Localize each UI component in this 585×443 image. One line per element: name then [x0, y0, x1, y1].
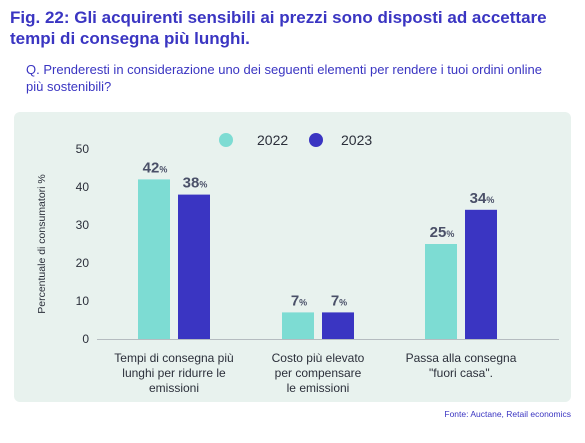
bar-chart: 2022 2023 0 10 20 30 40 50 Percentuale di consum…: [36, 132, 559, 395]
value-label-2022-1: 42%: [143, 159, 168, 176]
value-label-2023-2: 7%: [331, 292, 347, 309]
figure-title: Fig. 22: Gli acquirenti sensibili ai pre…: [10, 8, 547, 48]
bar-2022-1: [138, 179, 170, 339]
value-label-2022-2: 7%: [291, 292, 307, 309]
bar-2022-2: [282, 312, 314, 339]
category-label-2: Costo più elevato: [272, 351, 365, 365]
y-tick-label: 0: [82, 332, 89, 346]
bar-2023-3: [465, 209, 497, 339]
source-note: Fonte: Auctane, Retail economics: [444, 409, 571, 419]
category-label-2: le emissioni: [287, 381, 350, 395]
category-label-1: lunghi per ridurre le: [122, 366, 226, 380]
bar-2023-2: [322, 312, 354, 339]
bar-2023-1: [178, 194, 210, 339]
y-tick-label: 20: [76, 256, 90, 270]
category-label-3: Passa alla consegna: [406, 351, 517, 365]
y-tick-label: 30: [76, 218, 90, 232]
value-label-2023-1: 38%: [183, 175, 208, 192]
category-label-2: per compensare: [275, 366, 362, 380]
legend-swatch-2023: [309, 133, 323, 147]
value-label-2023-3: 34%: [470, 190, 495, 207]
y-tick-label: 10: [76, 294, 90, 308]
y-axis-title: Percentuale di consumatori %: [36, 174, 48, 314]
y-tick-label: 40: [76, 180, 90, 194]
value-label-2022-3: 25%: [430, 224, 455, 241]
legend-label-2023: 2023: [341, 132, 372, 148]
legend-label-2022: 2022: [257, 132, 288, 148]
legend-swatch-2022: [219, 133, 233, 147]
y-tick-label: 50: [76, 142, 90, 156]
category-label-1: Tempi di consegna più: [114, 351, 233, 365]
bar-2022-3: [425, 244, 457, 339]
survey-question: Q. Prenderesti in considerazione uno dei…: [26, 62, 542, 94]
category-label-1: emissioni: [149, 381, 199, 395]
chart-panel: 2022 2023 0 10 20 30 40 50 Percentuale di consum…: [14, 112, 571, 402]
category-label-3: "fuori casa".: [429, 366, 493, 380]
